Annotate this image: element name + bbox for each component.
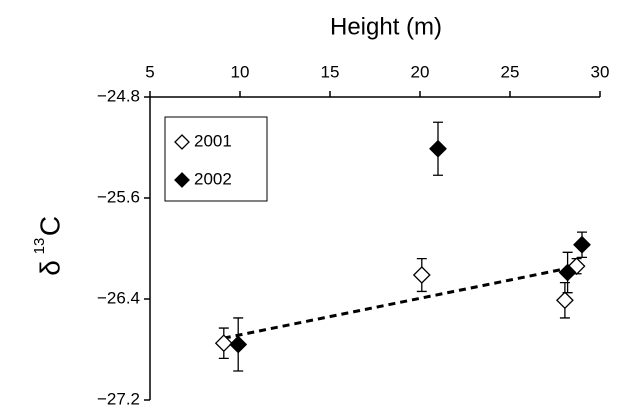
y-title-symbol: δ <box>34 260 65 276</box>
x-tick-label: 20 <box>411 62 430 81</box>
y-axis-title: δ 13 C <box>31 216 65 276</box>
x-tick-label: 5 <box>145 62 154 81</box>
x-tick-label: 30 <box>591 62 610 81</box>
trendline <box>223 267 567 340</box>
x-tick-label: 10 <box>231 62 250 81</box>
y-title-sup: 13 <box>31 238 48 255</box>
legend-marker <box>174 134 190 150</box>
y-tick-label: −24.8 <box>97 86 140 105</box>
point <box>412 266 431 284</box>
point <box>214 334 233 353</box>
legend-label: 2001 <box>194 131 232 150</box>
y-tick-label: −25.6 <box>97 187 140 206</box>
y-tick-label: −26.4 <box>97 288 140 307</box>
x-axis-title: Height (m) <box>330 13 442 40</box>
legend-label: 2002 <box>194 169 232 188</box>
x-tick-label: 25 <box>501 62 520 81</box>
point <box>558 263 577 282</box>
point <box>229 335 248 354</box>
point <box>429 139 447 158</box>
point <box>573 235 591 254</box>
legend-marker <box>174 172 190 188</box>
x-tick-label: 15 <box>321 62 340 81</box>
y-tick-label: −27.2 <box>97 389 140 408</box>
y-title-element: C <box>34 216 65 236</box>
point <box>555 291 574 310</box>
